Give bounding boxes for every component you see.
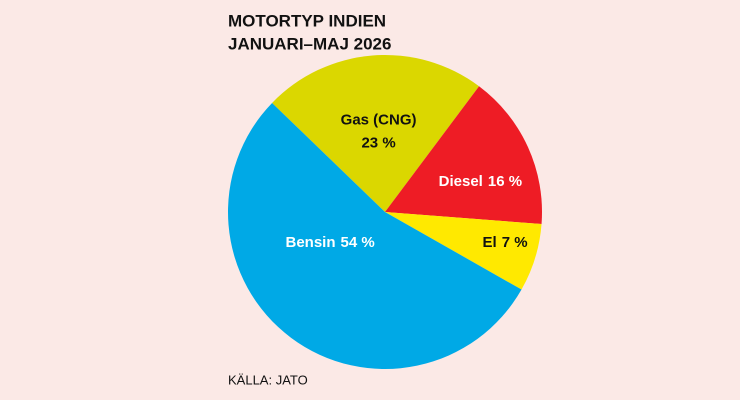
slice-label: El 7 % xyxy=(483,234,528,251)
category-label: El xyxy=(483,234,497,251)
value-label: 16 % xyxy=(488,173,522,190)
pie-slice xyxy=(272,54,480,212)
slice-label: Diesel 16 % xyxy=(439,173,522,190)
category-label: Bensin xyxy=(286,234,336,251)
source: KÄLLA: JATO xyxy=(228,372,308,387)
pie-slice xyxy=(385,86,542,225)
value-label: 54 % xyxy=(341,234,375,251)
value-label: 23 % xyxy=(361,134,395,151)
chart-title: MOTORTYP INDIEN xyxy=(228,11,386,30)
chart-title: JANUARI–MAJ 2026 xyxy=(228,34,391,53)
pie-slice xyxy=(227,102,522,370)
category-label: Diesel xyxy=(439,173,483,190)
value-label: 7 % xyxy=(502,234,528,251)
slice-label: Bensin 54 % xyxy=(286,234,375,251)
category-label: Gas (CNG) xyxy=(341,111,417,128)
pie-slice xyxy=(385,212,542,290)
slice-label: Gas (CNG) 23 % xyxy=(341,111,417,151)
